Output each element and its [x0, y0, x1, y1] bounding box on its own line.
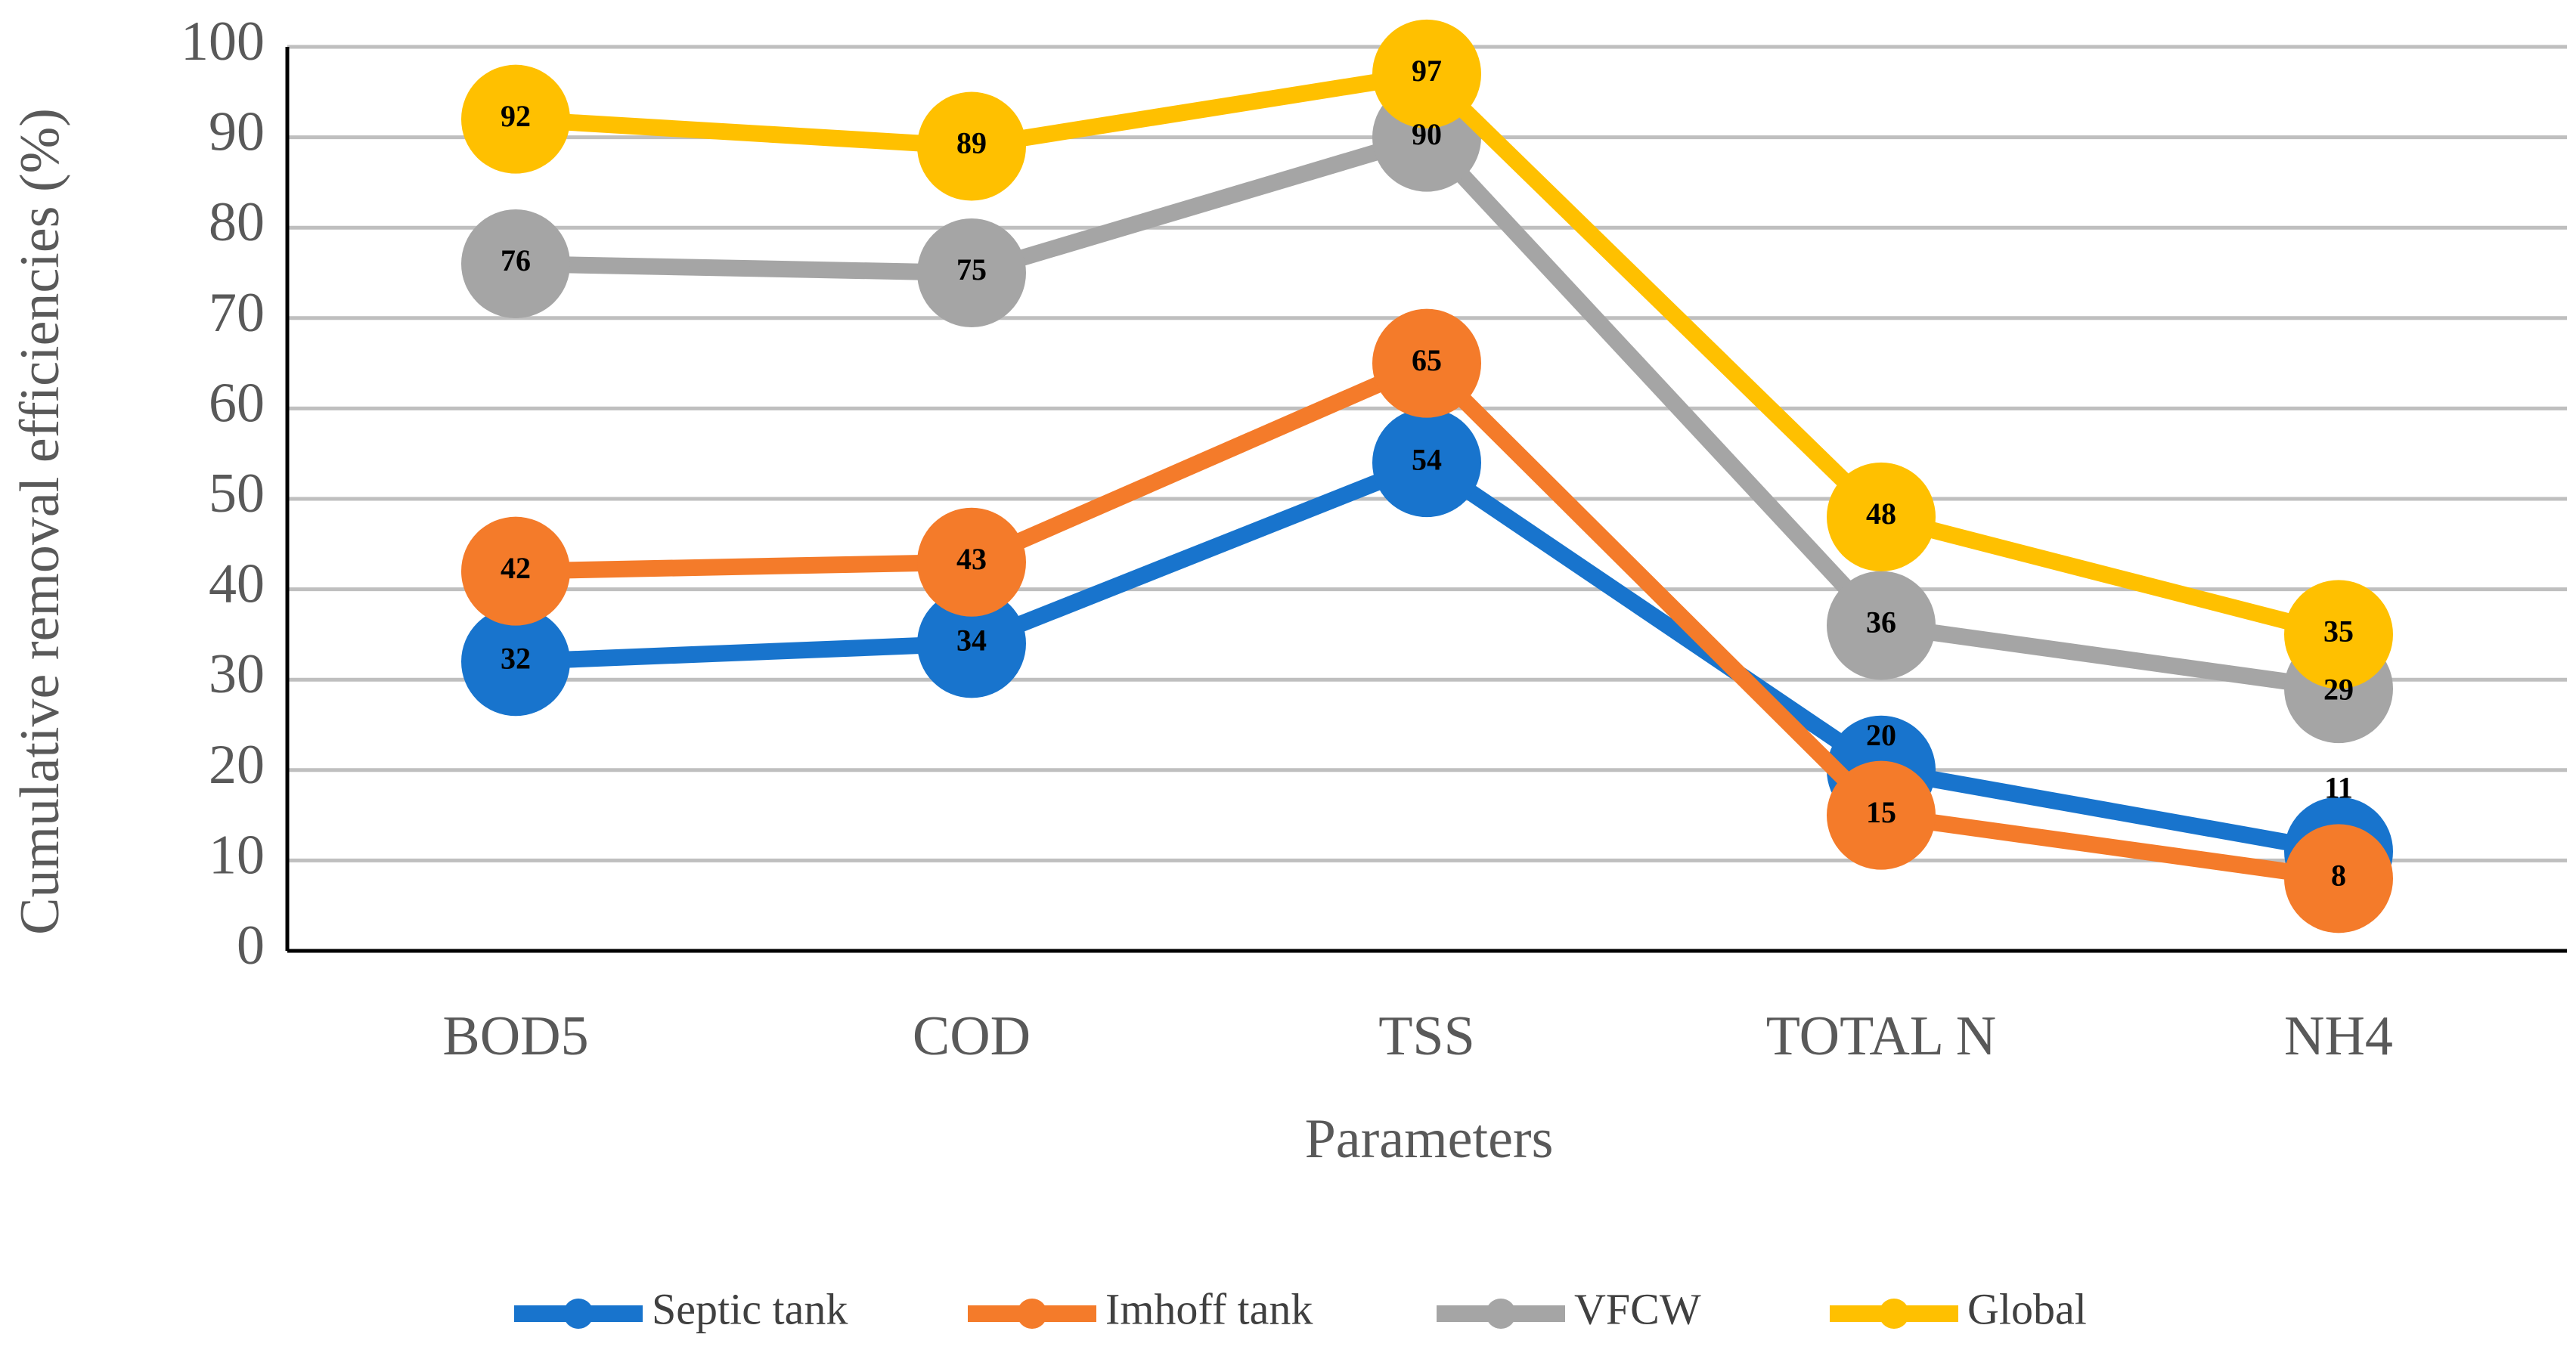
legend-label: VFCW	[1574, 1284, 1701, 1333]
data-point	[1372, 408, 1481, 518]
data-point	[1372, 308, 1481, 418]
legend-swatch-marker	[1486, 1299, 1516, 1329]
data-label: 42	[501, 551, 531, 585]
data-point	[1372, 19, 1481, 128]
x-category-label: TOTAL N	[1766, 1005, 1996, 1067]
y-tick-label: 100	[181, 11, 265, 73]
y-tick-labels: 0 10 20 30 40 50 60 70 80 90 100	[181, 11, 265, 977]
data-label: 89	[956, 126, 987, 160]
y-tick-label: 60	[209, 372, 265, 434]
data-label: 20	[1866, 718, 1896, 752]
data-point	[461, 64, 570, 174]
y-tick-label: 80	[209, 191, 265, 253]
legend-swatch-marker	[1879, 1299, 1909, 1329]
data-label: 11	[2324, 771, 2353, 805]
x-category-label: BOD5	[442, 1005, 588, 1067]
legend-swatch-marker	[1017, 1299, 1047, 1329]
y-tick-label: 50	[209, 463, 265, 525]
data-label: 34	[956, 624, 987, 658]
data-point	[461, 607, 570, 717]
data-label: 35	[2323, 615, 2354, 649]
y-axis-title: Cumulative removal efficiencies (%)	[9, 108, 71, 935]
data-point	[2284, 824, 2393, 933]
data-point	[2284, 580, 2393, 689]
y-tick-label: 10	[209, 824, 265, 886]
data-point	[917, 589, 1026, 698]
data-label: 36	[1866, 605, 1896, 639]
series	[461, 19, 2393, 933]
y-tick-label: 20	[209, 734, 265, 796]
data-label: 76	[501, 243, 531, 277]
data-labels: 76 75 90 36 29 92 89 97 48 35 32 34 54 20 11 42 43 65 15 8	[501, 54, 2354, 892]
data-point	[917, 507, 1026, 617]
legend-label: Global	[1967, 1284, 2087, 1333]
data-label: 65	[1412, 343, 1442, 377]
data-point	[1827, 462, 1936, 571]
x-category-label: NH4	[2284, 1005, 2393, 1067]
data-point	[1827, 571, 1936, 680]
x-category-label: COD	[913, 1005, 1031, 1067]
x-category-label: TSS	[1378, 1005, 1475, 1067]
data-point	[917, 91, 1026, 201]
data-label: 29	[2323, 672, 2354, 706]
x-category-labels: BOD5 COD TSS TOTAL N NH4	[442, 1005, 2393, 1067]
legend-swatch-marker	[563, 1299, 594, 1329]
data-label: 90	[1412, 117, 1442, 151]
data-label: 15	[1866, 795, 1896, 829]
data-point	[1827, 760, 1936, 870]
data-label: 54	[1412, 442, 1442, 476]
data-point	[461, 209, 570, 319]
data-label: 32	[501, 641, 531, 675]
legend-label: Imhoff tank	[1105, 1284, 1313, 1333]
y-tick-label: 90	[209, 101, 265, 163]
data-point	[917, 218, 1026, 327]
data-label: 43	[956, 542, 987, 576]
y-tick-label: 70	[209, 282, 265, 344]
data-label: 48	[1866, 497, 1896, 531]
data-label: 92	[501, 99, 531, 133]
x-axis-title: Parameters	[1305, 1108, 1554, 1170]
legend: Septic tank Imhoff tank VFCW Global	[514, 1284, 2087, 1333]
y-tick-label: 0	[237, 915, 265, 977]
data-label: 75	[956, 252, 987, 286]
legend-label: Septic tank	[652, 1284, 848, 1333]
axes	[285, 47, 2567, 953]
data-label: 97	[1412, 54, 1442, 88]
y-tick-label: 40	[209, 553, 265, 615]
data-point	[461, 516, 570, 626]
y-tick-label: 30	[209, 643, 265, 705]
data-label: 8	[2331, 858, 2346, 892]
